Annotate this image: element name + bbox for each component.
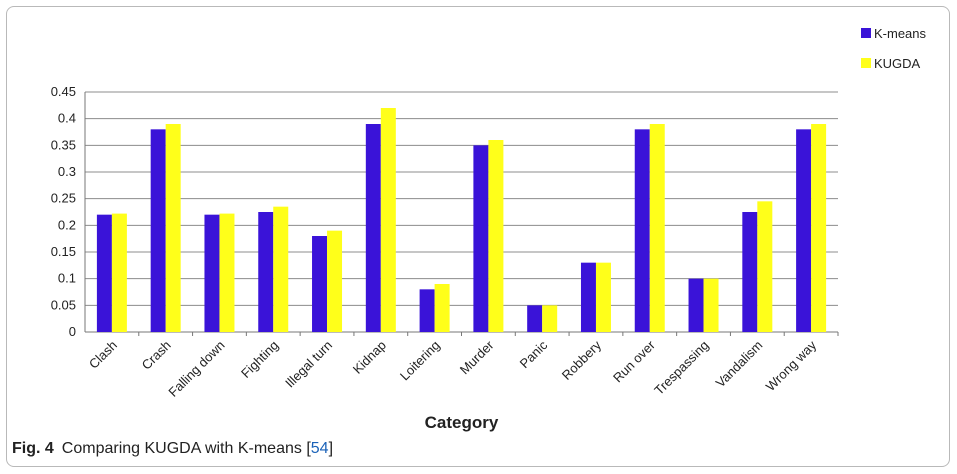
bar-kmeans [473, 145, 489, 332]
bar-kugda [703, 278, 719, 332]
bar-kmeans [796, 129, 812, 332]
figure-caption: Fig. 4 Comparing KUGDA with K-means [54] [12, 440, 333, 458]
x-axis-title: Category [425, 413, 499, 432]
x-tick-label: Crash [139, 338, 174, 373]
x-tick-label: Clash [86, 338, 120, 372]
x-tick-label: Wrong way [763, 337, 820, 394]
y-tick-label: 0.35 [51, 137, 76, 152]
bar-kugda [111, 213, 127, 332]
x-tick-label: Fighting [238, 338, 281, 381]
x-tick-label: Panic [517, 337, 551, 371]
bar-kmeans [204, 214, 220, 332]
y-tick-label: 0 [69, 324, 76, 339]
y-tick-label: 0.3 [58, 164, 76, 179]
y-tick-label: 0.4 [58, 111, 76, 126]
x-tick-label: Run over [610, 337, 658, 385]
bar-kmeans [150, 129, 166, 332]
bar-kmeans [580, 262, 596, 332]
bar-kmeans [688, 278, 704, 332]
x-tick-label: Murder [457, 337, 497, 377]
bar-kugda [165, 124, 181, 332]
bar-kmeans [258, 212, 274, 332]
caption-text: Comparing KUGDA with K-means [ [61, 440, 311, 457]
figure-frame [6, 6, 950, 467]
x-tick-label: Kidnap [350, 338, 389, 377]
figure-label: Fig. 4 [12, 440, 54, 457]
bar-kugda [380, 108, 396, 332]
bar-kugda [542, 305, 558, 332]
bar-kmeans [527, 305, 543, 332]
legend-label: K-means [874, 26, 927, 41]
bar-kmeans [365, 124, 381, 332]
x-tick-label: Trespassing [651, 338, 711, 398]
bar-kugda [434, 284, 450, 332]
bar-kugda [811, 124, 827, 332]
legend-swatch [861, 58, 871, 68]
bar-kmeans [419, 289, 435, 332]
x-tick-label: Vandalism [713, 338, 766, 391]
bar-kmeans [742, 212, 758, 332]
bar-kugda [273, 206, 289, 332]
x-tick-label: Illegal turn [282, 338, 335, 391]
bar-kmeans [96, 214, 112, 332]
bar-kugda [488, 140, 504, 332]
x-tick-label: Falling down [165, 338, 227, 400]
y-tick-label: 0.45 [51, 84, 76, 99]
caption-bracket: ] [328, 440, 334, 457]
x-tick-label: Robbery [559, 337, 605, 383]
bar-kugda [595, 262, 611, 332]
caption-reference-link[interactable]: 54 [310, 440, 329, 457]
y-tick-label: 0.15 [51, 244, 76, 259]
x-tick-label: Loitering [397, 338, 443, 384]
bar-kugda [649, 124, 665, 332]
bar-kmeans [312, 236, 328, 332]
y-tick-label: 0.25 [51, 191, 76, 206]
legend-swatch [861, 28, 871, 38]
bar-kugda [219, 213, 235, 332]
bar-kugda [757, 201, 773, 332]
legend-label: KUGDA [874, 56, 921, 71]
bar-kmeans [634, 129, 650, 332]
y-tick-label: 0.1 [58, 271, 76, 286]
y-tick-label: 0.05 [51, 297, 76, 312]
y-tick-label: 0.2 [58, 217, 76, 232]
bar-kugda [327, 230, 343, 332]
